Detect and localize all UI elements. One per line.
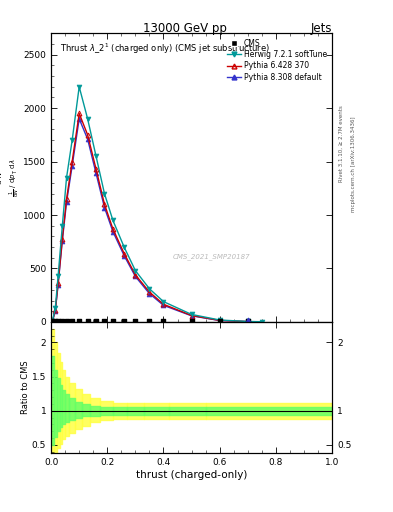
Point — [146, 317, 152, 326]
Point — [55, 317, 61, 326]
Point — [217, 317, 223, 326]
Y-axis label: Ratio to CMS: Ratio to CMS — [22, 361, 31, 414]
Point — [189, 317, 195, 326]
Point — [160, 317, 167, 326]
Text: CMS_2021_SMP20187: CMS_2021_SMP20187 — [173, 253, 250, 260]
Point — [121, 317, 127, 326]
Point — [110, 317, 116, 326]
Point — [59, 317, 66, 326]
Text: mcplots.cern.ch [arXiv:1306.3436]: mcplots.cern.ch [arXiv:1306.3436] — [351, 116, 356, 211]
Point — [84, 317, 91, 326]
Text: Thrust $\lambda\_2^1$ (charged only) (CMS jet substructure): Thrust $\lambda\_2^1$ (charged only) (CM… — [59, 42, 270, 56]
Point — [93, 317, 99, 326]
X-axis label: thrust (charged-only): thrust (charged-only) — [136, 470, 247, 480]
Text: Rivet 3.1.10, ≥ 2.7M events: Rivet 3.1.10, ≥ 2.7M events — [339, 105, 344, 182]
Point — [76, 317, 83, 326]
Legend: CMS, Herwig 7.2.1 softTune, Pythia 6.428 370, Pythia 8.308 default: CMS, Herwig 7.2.1 softTune, Pythia 6.428… — [225, 37, 328, 83]
Point — [101, 317, 108, 326]
Point — [132, 317, 139, 326]
Text: 13000 GeV pp: 13000 GeV pp — [143, 22, 227, 34]
Point — [69, 317, 75, 326]
Point — [244, 316, 251, 325]
Y-axis label: $\mathrm{d}^2N$
$\frac{1}{\mathrm{d}N}$ / $\mathrm{d}p_\mathrm{T}$ $\mathrm{d}\l: $\mathrm{d}^2N$ $\frac{1}{\mathrm{d}N}$ … — [0, 158, 22, 197]
Point — [52, 317, 59, 326]
Point — [63, 317, 70, 326]
Text: Jets: Jets — [310, 22, 332, 34]
Point — [244, 317, 251, 326]
Point — [50, 317, 56, 326]
